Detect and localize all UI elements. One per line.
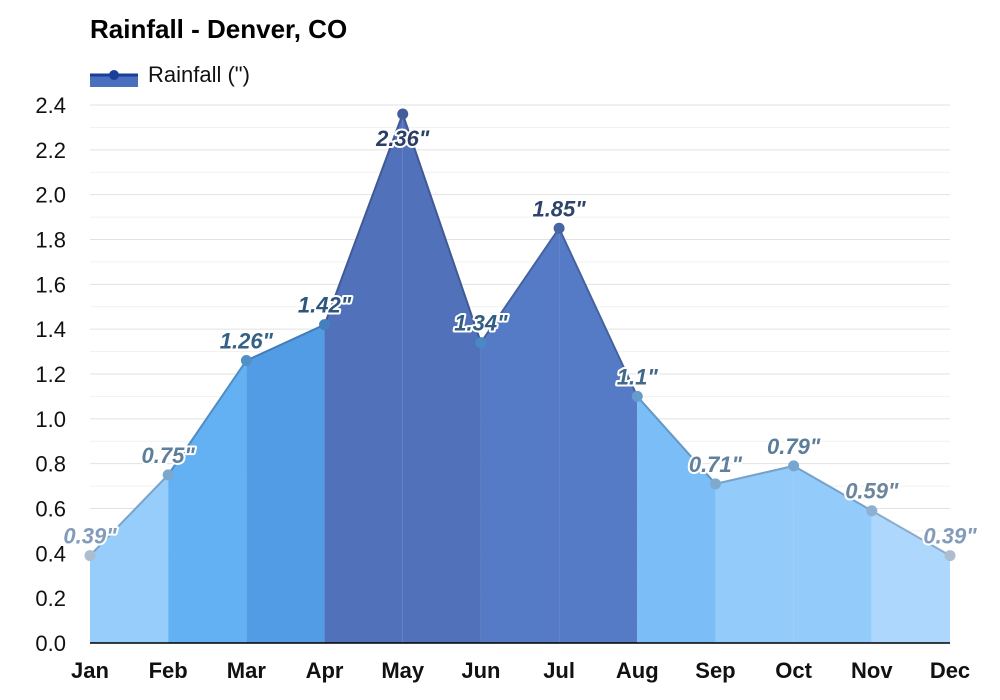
- data-label-apr: 1.42": [298, 293, 352, 318]
- x-tick-label-nov: Nov: [851, 658, 893, 683]
- area-segment-may: [402, 113, 481, 643]
- y-tick-label: 1.2: [35, 362, 66, 387]
- data-label-may: 2.36": [375, 126, 430, 151]
- data-label-mar: 1.26": [220, 329, 274, 354]
- line-segment-may: [401, 113, 482, 343]
- line-segment-oct: [793, 465, 873, 512]
- area-segment-aug: [637, 396, 716, 643]
- area-segment-feb: [168, 360, 247, 643]
- data-point-mar: [240, 355, 252, 367]
- y-tick-label: 0.0: [35, 631, 66, 656]
- chart-title: Rainfall - Denver, CO: [90, 14, 348, 44]
- legend-label: Rainfall ("): [148, 62, 250, 87]
- data-point-aug: [631, 390, 643, 402]
- line-segment-jun: [480, 227, 560, 344]
- area-segment-jun: [480, 228, 560, 643]
- y-tick-label: 1.0: [35, 407, 66, 432]
- line-segment-mar: [245, 323, 325, 362]
- data-point-jul: [553, 222, 565, 234]
- data-point-jun: [475, 337, 487, 349]
- data-point-may: [397, 108, 409, 120]
- y-tick-label: 1.6: [35, 272, 66, 297]
- data-points: [84, 108, 956, 562]
- x-tick-label-feb: Feb: [149, 658, 188, 683]
- x-tick-label-jan: Jan: [71, 658, 109, 683]
- x-tick-label-jul: Jul: [543, 658, 575, 683]
- area-segment-sep: [715, 465, 794, 643]
- x-tick-label-aug: Aug: [616, 658, 659, 683]
- data-label-jun: 1.34": [454, 311, 508, 336]
- line-segment-aug: [636, 395, 717, 485]
- y-tick-label: 0.4: [35, 541, 66, 566]
- data-point-apr: [319, 319, 331, 331]
- line-segment-feb: [167, 359, 248, 476]
- area-segment-nov: [871, 510, 950, 643]
- data-point-oct: [788, 460, 800, 472]
- area-segment-jul: [559, 228, 638, 643]
- area-segments: [90, 113, 950, 643]
- x-tick-label-mar: Mar: [227, 658, 267, 683]
- data-label-oct: 0.79": [767, 434, 821, 459]
- data-point-dec: [944, 550, 956, 562]
- line-segment-jul: [558, 227, 639, 397]
- y-tick-label: 0.6: [35, 497, 66, 522]
- line-segment-jan: [89, 474, 169, 557]
- series-line: [89, 113, 951, 644]
- data-point-sep: [709, 478, 721, 490]
- y-tick-label: 2.0: [35, 183, 66, 208]
- data-label-jul: 1.85": [532, 196, 586, 221]
- area-segment-oct: [793, 465, 872, 643]
- line-segment-nov: [871, 509, 951, 557]
- data-label-jan: 0.39": [63, 524, 117, 549]
- data-point-feb: [162, 469, 174, 481]
- x-tick-label-jun: Jun: [461, 658, 500, 683]
- legend: Rainfall ("): [90, 62, 250, 88]
- line-segment-sep: [715, 464, 794, 485]
- line-segment-apr: [323, 113, 404, 326]
- area-segment-apr: [324, 113, 403, 643]
- x-tick-label-sep: Sep: [695, 658, 735, 683]
- y-axis-ticks: 0.0 0.2 0.4 0.6 0.8 1.0 1.2 1.4 1.6 1.8 2.0 2.2 2.4: [35, 93, 66, 656]
- y-tick-label: 0.2: [35, 586, 66, 611]
- data-label-nov: 0.59": [845, 479, 899, 504]
- y-tick-label: 1.8: [35, 228, 66, 253]
- data-point-jan: [84, 550, 96, 562]
- data-label-dec: 0.39": [923, 524, 977, 549]
- y-tick-label: 1.4: [35, 317, 66, 342]
- x-tick-label-oct: Oct: [775, 658, 812, 683]
- y-tick-label: 2.2: [35, 138, 66, 163]
- x-tick-label-dec: Dec: [930, 658, 970, 683]
- x-tick-label-may: May: [381, 658, 425, 683]
- y-tick-label: 0.8: [35, 452, 66, 477]
- data-labels: 0.39" 0.75" 1.26" 1.42" 2.36" 1.34" 1.85" 1.1" 0…: [61, 124, 979, 551]
- y-tick-label: 2.4: [35, 93, 66, 118]
- x-axis-ticks: Jan Feb Mar Apr May Jun Jul Aug Sep Oct Nov Dec: [71, 658, 970, 683]
- x-tick-label-apr: Apr: [306, 658, 344, 683]
- data-label-sep: 0.71": [689, 452, 743, 477]
- area-segment-jan: [90, 474, 169, 643]
- data-point-nov: [866, 505, 878, 517]
- legend-swatch-icon: [90, 63, 138, 87]
- area-segment-mar: [246, 324, 325, 643]
- data-label-feb: 0.75": [142, 443, 196, 468]
- data-label-aug: 1.1": [617, 364, 659, 389]
